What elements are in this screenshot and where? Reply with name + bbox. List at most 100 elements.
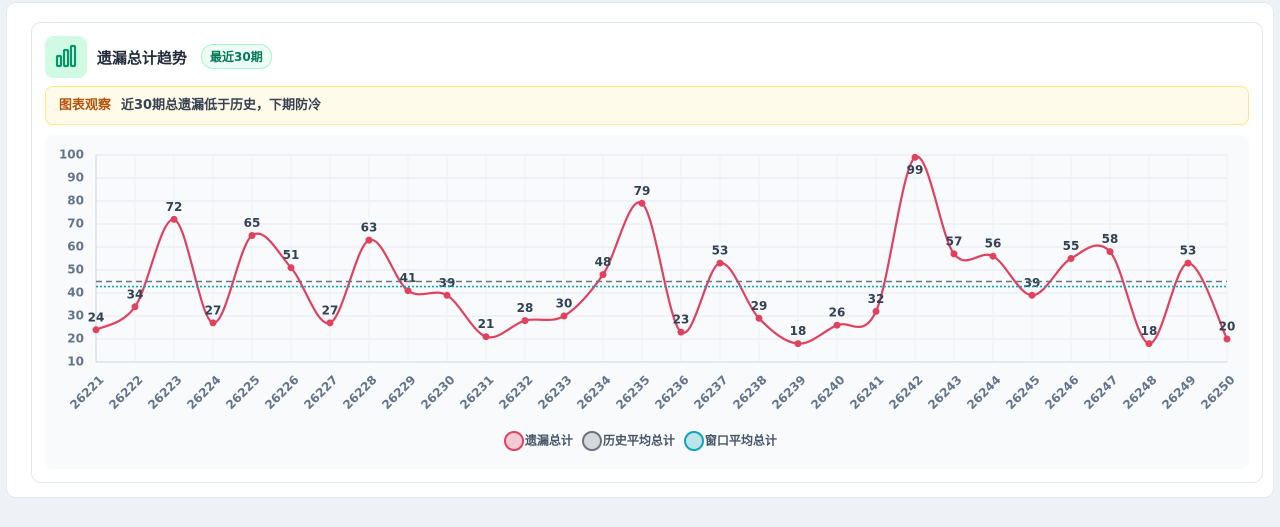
- x-tick-label: 26245: [1003, 373, 1042, 412]
- card: 遗漏总计趋势 最近30期 图表观察 近30期总遗漏低于历史，下期防冷 10 20 30…: [31, 22, 1263, 483]
- x-tick-label: 26226: [262, 373, 301, 412]
- x-tick-label: 26244: [964, 373, 1003, 412]
- y-tick-label: 20: [67, 332, 84, 346]
- y-tick-label: 80: [67, 194, 84, 208]
- x-tick-label: 26246: [1042, 373, 1081, 412]
- x-tick-label: 26232: [496, 373, 535, 412]
- x-tick-label: 26222: [106, 373, 145, 412]
- data-label: 99: [907, 163, 924, 177]
- point: [1145, 340, 1153, 348]
- point: [209, 319, 217, 327]
- x-tick-label: 26241: [847, 373, 886, 412]
- x-tick-label: 26230: [418, 373, 457, 412]
- point: [248, 232, 256, 239]
- y-tick-label: 30: [67, 309, 84, 323]
- point: [950, 250, 958, 258]
- legend-swatch: [684, 431, 704, 451]
- data-label: 18: [790, 324, 807, 338]
- point: [599, 271, 607, 279]
- point: [1028, 291, 1036, 299]
- x-tick-label: 26235: [613, 373, 652, 412]
- x-tick-label: 26236: [652, 373, 691, 412]
- data-label: 57: [946, 234, 963, 248]
- x-tick-label: 26233: [535, 373, 574, 412]
- y-tick-label: 60: [67, 240, 84, 254]
- data-label: 56: [985, 237, 1002, 251]
- y-tick-label: 70: [67, 217, 84, 231]
- legend-label: 窗口平均总计: [705, 433, 777, 448]
- point: [92, 326, 100, 334]
- x-tick-label: 26231: [457, 373, 496, 412]
- x-tick-label: 26221: [67, 373, 106, 412]
- badge: 最近30期: [201, 44, 272, 69]
- data-label: 51: [283, 248, 300, 262]
- insight-text: 近30期总遗漏低于历史，下期防冷: [121, 98, 322, 113]
- series-line: [95, 155, 1228, 345]
- data-label: 32: [868, 292, 885, 306]
- data-label: 39: [439, 276, 456, 290]
- point: [131, 303, 139, 311]
- data-label: 53: [712, 244, 729, 258]
- x-tick-label: 26249: [1159, 373, 1198, 412]
- data-label: 21: [478, 317, 495, 331]
- point: [833, 321, 841, 329]
- data-label: 34: [127, 287, 144, 301]
- data-label: 26: [829, 306, 846, 320]
- point: [521, 317, 529, 325]
- title: 遗漏总计趋势: [97, 49, 188, 67]
- x-tick-label: 26239: [769, 373, 808, 412]
- y-tick-label: 40: [67, 286, 84, 300]
- legend-label: 遗漏总计: [524, 433, 573, 448]
- data-label: 28: [517, 301, 534, 315]
- point: [170, 215, 178, 223]
- y-tick-label: 50: [67, 263, 84, 277]
- data-label: 27: [205, 303, 222, 317]
- x-tick-label: 26247: [1081, 373, 1120, 412]
- x-tick-label: 26234: [574, 373, 613, 412]
- page: 遗漏总计趋势 最近30期 图表观察 近30期总遗漏低于历史，下期防冷 10 20 30…: [6, 2, 1274, 498]
- point: [716, 259, 724, 267]
- data-label: 18: [1141, 324, 1158, 338]
- data-label: 23: [673, 313, 690, 327]
- point: [989, 252, 997, 260]
- x-tick-label: 26240: [808, 373, 847, 412]
- data-label: 39: [1024, 276, 1041, 290]
- data-label: 41: [400, 271, 417, 285]
- point: [1223, 335, 1231, 343]
- y-tick-label: 100: [59, 148, 84, 162]
- data-label: 20: [1219, 320, 1236, 334]
- data-label: 29: [751, 299, 768, 313]
- data-label: 79: [634, 184, 651, 198]
- point: [1067, 255, 1075, 262]
- data-label: 53: [1180, 244, 1197, 258]
- legend-swatch: [582, 431, 602, 451]
- data-label: 65: [244, 216, 261, 230]
- plot-area: 10 20 30 40 50 60 70 80 90 100 26221 26222 26223 2622…: [45, 135, 1249, 469]
- point: [638, 199, 646, 207]
- x-tick-label: 26237: [691, 373, 730, 412]
- x-tick-label: 26228: [340, 373, 379, 412]
- point: [365, 236, 373, 244]
- legend-swatch: [504, 431, 524, 451]
- y-tick-label: 10: [67, 355, 84, 369]
- data-label: 72: [166, 200, 183, 214]
- point: [872, 307, 880, 315]
- x-tick-label: 26242: [886, 373, 925, 412]
- data-label: 48: [595, 255, 612, 269]
- point: [404, 287, 412, 295]
- point: [1184, 259, 1192, 267]
- x-tick-label: 26223: [145, 373, 184, 412]
- x-tick-label: 26224: [184, 373, 223, 412]
- insight: 图表观察 近30期总遗漏低于历史，下期防冷: [45, 86, 1249, 125]
- x-tick-label: 26238: [730, 373, 769, 412]
- y-tick-label: 90: [67, 171, 84, 185]
- point: [482, 333, 490, 341]
- x-tick-label: 26248: [1120, 373, 1159, 412]
- legend-label: 历史平均总计: [603, 433, 675, 448]
- point: [560, 312, 568, 320]
- data-label: 30: [556, 297, 573, 311]
- x-tick-label: 26250: [1198, 373, 1237, 412]
- x-tick-label: 26227: [301, 373, 340, 412]
- point: [326, 319, 334, 327]
